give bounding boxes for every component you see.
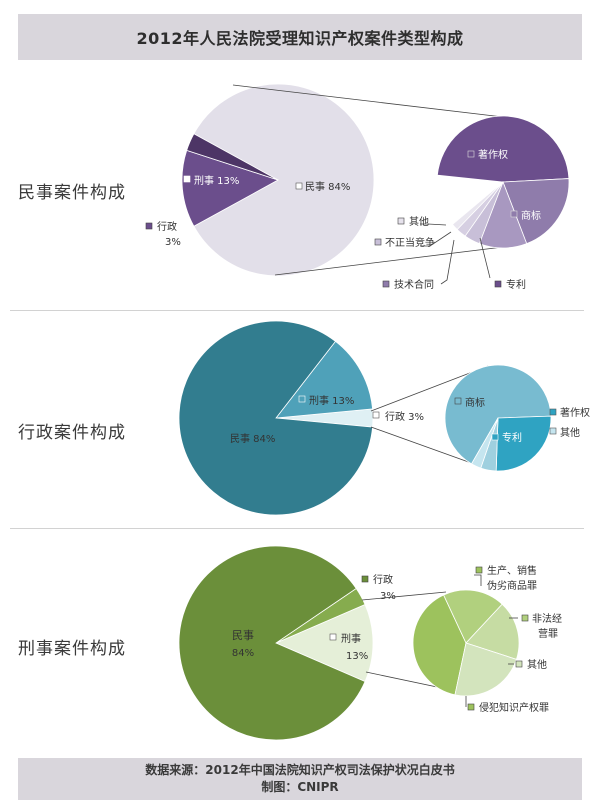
legend-square	[468, 151, 474, 157]
detail-label: 著作权	[560, 406, 590, 419]
admin-slice-label: 行政	[373, 573, 393, 586]
detail-label: 其他	[527, 658, 547, 671]
legend-square	[516, 661, 522, 667]
civil-slice-label: 民事	[232, 629, 254, 642]
detail-label: 侵犯知识产权罪	[479, 701, 549, 714]
civil-slice-label: 民事 84%	[305, 180, 350, 193]
criminal-chart: 民事 84% 行政 3% 刑事 13% 生产、销售伪劣商品罪非法经营罪其他侵犯知识产权罪	[179, 546, 562, 740]
criminal-slice-label: 刑事	[341, 632, 361, 645]
detail-label: 其他	[560, 426, 580, 439]
admin-slice-value: 3%	[380, 591, 396, 602]
detail-label: 生产、销售	[487, 564, 537, 577]
legend-square	[511, 211, 517, 217]
detail-label: 专利	[502, 431, 522, 444]
detail-label: 非法经	[532, 612, 562, 625]
admin-slice-label: 行政 3%	[385, 410, 424, 423]
admin-chart: 民事 84% 刑事 13% 行政 3% 商标专利 著作权其他	[179, 321, 590, 515]
footer: 数据来源：2012年中国法院知识产权司法保护状况白皮书 制图：CNIPR	[18, 758, 582, 800]
footer-source: 数据来源：2012年中国法院知识产权司法保护状况白皮书	[145, 762, 454, 779]
detail-label: 商标	[465, 396, 485, 409]
civil-slice-label: 民事 84%	[230, 432, 275, 445]
legend-square	[330, 634, 336, 640]
legend-square	[495, 281, 501, 287]
civil-chart: 民事 84% 刑事 13% 行政 3% 著作权商标专利 技术合同 不正当竞争 其他	[146, 84, 569, 291]
detail-label: 伪劣商品罪	[487, 579, 537, 592]
legend-square	[476, 567, 482, 573]
detail-label: 著作权	[478, 148, 508, 161]
legend-square	[146, 223, 152, 229]
detail-label: 其他	[409, 215, 429, 228]
legend-square	[468, 704, 474, 710]
detail-label: 不正当竞争	[385, 236, 435, 249]
legend-square	[550, 409, 556, 415]
connector-line	[362, 592, 446, 600]
legend-square	[383, 281, 389, 287]
detail-label: 技术合同	[394, 278, 434, 291]
legend-square	[299, 396, 305, 402]
legend-square	[296, 183, 302, 189]
criminal-slice-label: 刑事 13%	[194, 174, 239, 187]
admin-slice-value: 3%	[165, 237, 181, 248]
legend-square	[184, 176, 190, 182]
leader-line	[441, 240, 454, 284]
legend-square	[492, 434, 498, 440]
criminal-slice-value: 13%	[346, 651, 368, 662]
legend-square	[522, 615, 528, 621]
admin-slice-label: 行政	[157, 220, 177, 233]
criminal-slice-label: 刑事 13%	[309, 394, 354, 407]
legend-square	[362, 576, 368, 582]
detail-slice	[437, 116, 569, 182]
legend-square	[375, 239, 381, 245]
legend-square	[398, 218, 404, 224]
footer-credit: 制图：CNIPR	[261, 779, 338, 796]
civil-slice-value: 84%	[232, 648, 254, 659]
leader-line	[474, 575, 481, 586]
legend-square	[455, 398, 461, 404]
detail-label: 专利	[506, 278, 526, 291]
detail-label: 商标	[521, 209, 541, 222]
legend-square	[373, 412, 379, 418]
legend-square	[550, 428, 556, 434]
detail-label: 营罪	[538, 627, 558, 640]
